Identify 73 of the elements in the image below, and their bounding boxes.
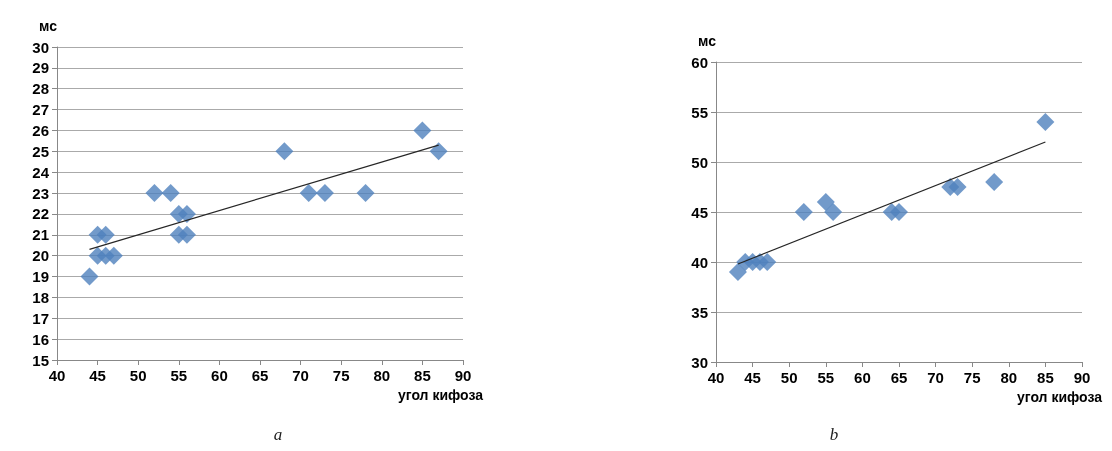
point bbox=[728, 263, 747, 281]
point bbox=[985, 173, 1004, 191]
y-tick-label: 20 bbox=[32, 247, 49, 265]
y-tick-label: 50 bbox=[691, 153, 708, 171]
point bbox=[890, 203, 908, 221]
x-tick-label: 45 bbox=[744, 369, 761, 386]
point bbox=[758, 253, 777, 271]
y-tick-label: 30 bbox=[691, 353, 708, 371]
x-tick-label: 90 bbox=[1073, 369, 1091, 386]
x-tick-label: 75 bbox=[332, 367, 350, 384]
y-tick-label: 26 bbox=[32, 121, 49, 139]
point bbox=[145, 184, 164, 203]
point bbox=[161, 184, 180, 203]
y-tick-label: 15 bbox=[32, 351, 49, 369]
y-tick-label: 55 bbox=[691, 103, 708, 121]
x-tick-label: 75 bbox=[963, 369, 981, 386]
y-tick-label: 27 bbox=[32, 101, 49, 119]
point bbox=[356, 184, 375, 203]
y-tick-label: 40 bbox=[691, 253, 708, 271]
x-tick-label: 65 bbox=[890, 369, 908, 386]
text: a bbox=[273, 425, 283, 444]
x-tick-label: 50 bbox=[129, 367, 147, 384]
point bbox=[816, 193, 835, 211]
point bbox=[80, 267, 99, 286]
y-tick-label: 25 bbox=[32, 142, 49, 160]
point bbox=[413, 121, 432, 140]
x-tick-label: 85 bbox=[414, 367, 431, 384]
y-tick-label: 35 bbox=[691, 303, 708, 321]
y-tick-label: 24 bbox=[32, 163, 50, 181]
point bbox=[104, 246, 123, 265]
point bbox=[96, 225, 115, 244]
y-tick-label: 21 bbox=[32, 226, 49, 244]
y-tick-label: 45 bbox=[691, 203, 708, 221]
x-tick-label: 55 bbox=[170, 367, 188, 384]
point bbox=[794, 203, 813, 221]
point bbox=[429, 142, 448, 161]
y-axis-title: мс bbox=[698, 33, 717, 49]
text: b bbox=[829, 425, 839, 444]
point bbox=[948, 178, 967, 196]
x-axis-title: угол кифоза bbox=[397, 387, 484, 403]
x-tick-label: 40 bbox=[48, 367, 66, 384]
y-tick-label: 23 bbox=[32, 184, 49, 202]
y-tick-label: 30 bbox=[32, 38, 49, 56]
x-tick-label: 70 bbox=[292, 367, 309, 384]
y-tick-label: 22 bbox=[32, 205, 49, 223]
point bbox=[299, 184, 318, 203]
y-tick-label: 28 bbox=[32, 80, 49, 98]
y-tick-label: 19 bbox=[32, 268, 49, 286]
x-tick-label: 80 bbox=[373, 367, 391, 384]
point bbox=[275, 142, 294, 161]
x-axis-title: угол кифоза bbox=[1016, 389, 1103, 405]
x-tick-label: 80 bbox=[1000, 369, 1018, 386]
x-tick-label: 60 bbox=[211, 367, 228, 384]
x-tick-label: 60 bbox=[854, 369, 871, 386]
x-tick-label: 70 bbox=[927, 369, 944, 386]
x-tick-label: 45 bbox=[89, 367, 106, 384]
point bbox=[824, 203, 843, 221]
point bbox=[177, 204, 196, 223]
y-tick-label: 18 bbox=[32, 288, 49, 306]
point bbox=[177, 225, 196, 244]
point bbox=[315, 184, 334, 203]
x-tick-label: 85 bbox=[1037, 369, 1054, 386]
y-tick-label: 29 bbox=[32, 59, 49, 77]
point bbox=[1036, 113, 1055, 131]
y-tick-label: 17 bbox=[32, 309, 49, 327]
x-tick-label: 40 bbox=[707, 369, 725, 386]
x-tick-label: 55 bbox=[817, 369, 835, 386]
x-tick-label: 50 bbox=[780, 369, 798, 386]
y-axis-title: мс bbox=[39, 18, 58, 34]
x-tick-label: 65 bbox=[251, 367, 269, 384]
x-tick-label: 90 bbox=[454, 367, 472, 384]
y-tick-label: 16 bbox=[32, 330, 49, 348]
y-tick-label: 60 bbox=[691, 53, 708, 71]
